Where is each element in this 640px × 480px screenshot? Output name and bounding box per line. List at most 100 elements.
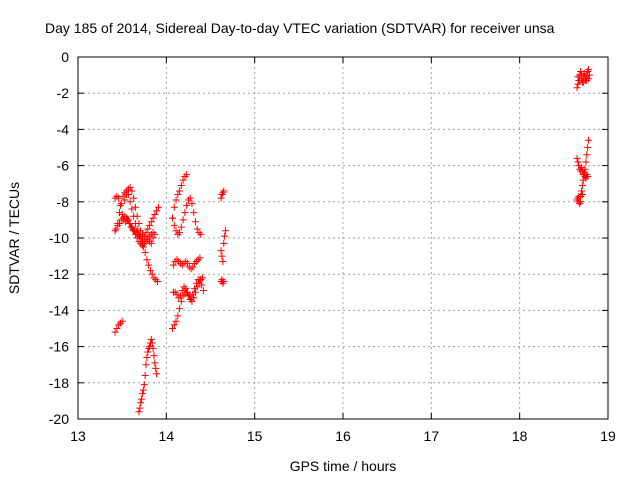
data-point	[175, 258, 183, 266]
data-point	[128, 205, 136, 213]
data-point	[177, 182, 185, 190]
data-point	[174, 230, 182, 238]
data-point	[133, 212, 141, 220]
data-point	[583, 151, 591, 159]
data-point	[153, 370, 161, 378]
data-point	[219, 258, 227, 266]
x-tick-label: 14	[159, 428, 175, 444]
data-point	[111, 328, 119, 336]
data-point	[147, 239, 155, 247]
data-point	[192, 258, 200, 266]
data-point	[126, 220, 134, 228]
data-point	[174, 191, 182, 199]
y-tick-label: -18	[49, 375, 69, 391]
data-point	[123, 214, 131, 222]
data-point	[184, 259, 192, 267]
data-point	[124, 185, 132, 193]
data-point	[121, 196, 129, 204]
data-point	[154, 203, 162, 211]
data-point	[147, 335, 155, 343]
data-point	[147, 230, 155, 238]
data-point	[169, 214, 177, 222]
data-point	[576, 200, 584, 208]
data-point	[218, 252, 226, 260]
data-point	[148, 339, 156, 347]
data-point	[189, 263, 197, 271]
data-point	[573, 84, 581, 92]
data-point	[138, 230, 146, 238]
data-point	[170, 321, 178, 329]
data-point	[129, 225, 137, 233]
data-point	[176, 305, 184, 313]
x-tick-label: 16	[335, 428, 351, 444]
data-point	[137, 227, 145, 235]
data-point	[583, 77, 591, 85]
data-point	[117, 200, 125, 208]
data-point	[149, 229, 157, 237]
data-point	[131, 230, 139, 238]
data-point	[576, 77, 584, 85]
data-point	[150, 352, 158, 360]
data-point	[138, 390, 146, 398]
data-point	[585, 75, 593, 83]
data-point	[149, 344, 157, 352]
data-point	[172, 227, 180, 235]
data-point	[194, 256, 202, 264]
data-point	[578, 71, 585, 79]
data-point	[114, 221, 122, 229]
data-point	[130, 194, 138, 202]
data-point	[146, 267, 154, 275]
data-point	[578, 187, 585, 195]
data-point	[584, 67, 592, 75]
data-point	[116, 201, 124, 209]
ticks: 13 14 15 16 17 18 19 0 -2 -4 -6 -8 -10 -12 -14 -16 -18 -2…	[49, 49, 616, 444]
y-tick-label: -12	[49, 266, 69, 282]
data-point	[170, 221, 178, 229]
data-point	[220, 187, 228, 195]
data-point	[116, 319, 124, 327]
data-point	[220, 239, 228, 247]
data-point	[584, 172, 592, 180]
data-point	[130, 227, 138, 235]
data-point	[220, 277, 228, 285]
data-point	[179, 176, 187, 184]
data-point	[178, 286, 186, 294]
data-point	[173, 290, 181, 298]
data-point	[218, 191, 226, 199]
data-point	[573, 154, 581, 162]
data-point	[151, 210, 159, 218]
data-point	[188, 200, 196, 208]
data-point	[123, 191, 131, 199]
data-point	[219, 279, 227, 287]
data-point	[169, 325, 177, 332]
data-point	[177, 297, 185, 305]
data-point	[217, 247, 225, 255]
y-tick-label: 0	[61, 49, 69, 65]
data-point	[140, 381, 148, 389]
data-point	[176, 187, 184, 195]
data-point	[173, 256, 181, 264]
chart-title: Day 185 of 2014, Sidereal Day-to-day VTE…	[45, 20, 555, 36]
y-axis-label: SDTVAR / TECUs	[6, 182, 22, 294]
data-point	[146, 232, 154, 240]
data-point	[119, 192, 127, 200]
data-point	[181, 209, 189, 217]
data-point	[577, 67, 585, 75]
data-point	[574, 80, 582, 88]
data-point	[182, 285, 190, 293]
data-point	[116, 220, 124, 228]
data-point	[187, 265, 195, 273]
data-point	[217, 194, 225, 202]
data-point	[169, 261, 177, 269]
data-point	[579, 78, 587, 86]
data-point	[144, 348, 152, 356]
data-point	[192, 279, 200, 287]
data-point	[142, 229, 150, 237]
y-tick-label: -6	[57, 158, 70, 174]
data-point	[585, 71, 593, 79]
data-point	[574, 158, 582, 166]
data-point	[152, 364, 160, 372]
data-point	[147, 218, 155, 226]
y-tick-label: -4	[57, 121, 70, 137]
data-point	[135, 220, 143, 228]
